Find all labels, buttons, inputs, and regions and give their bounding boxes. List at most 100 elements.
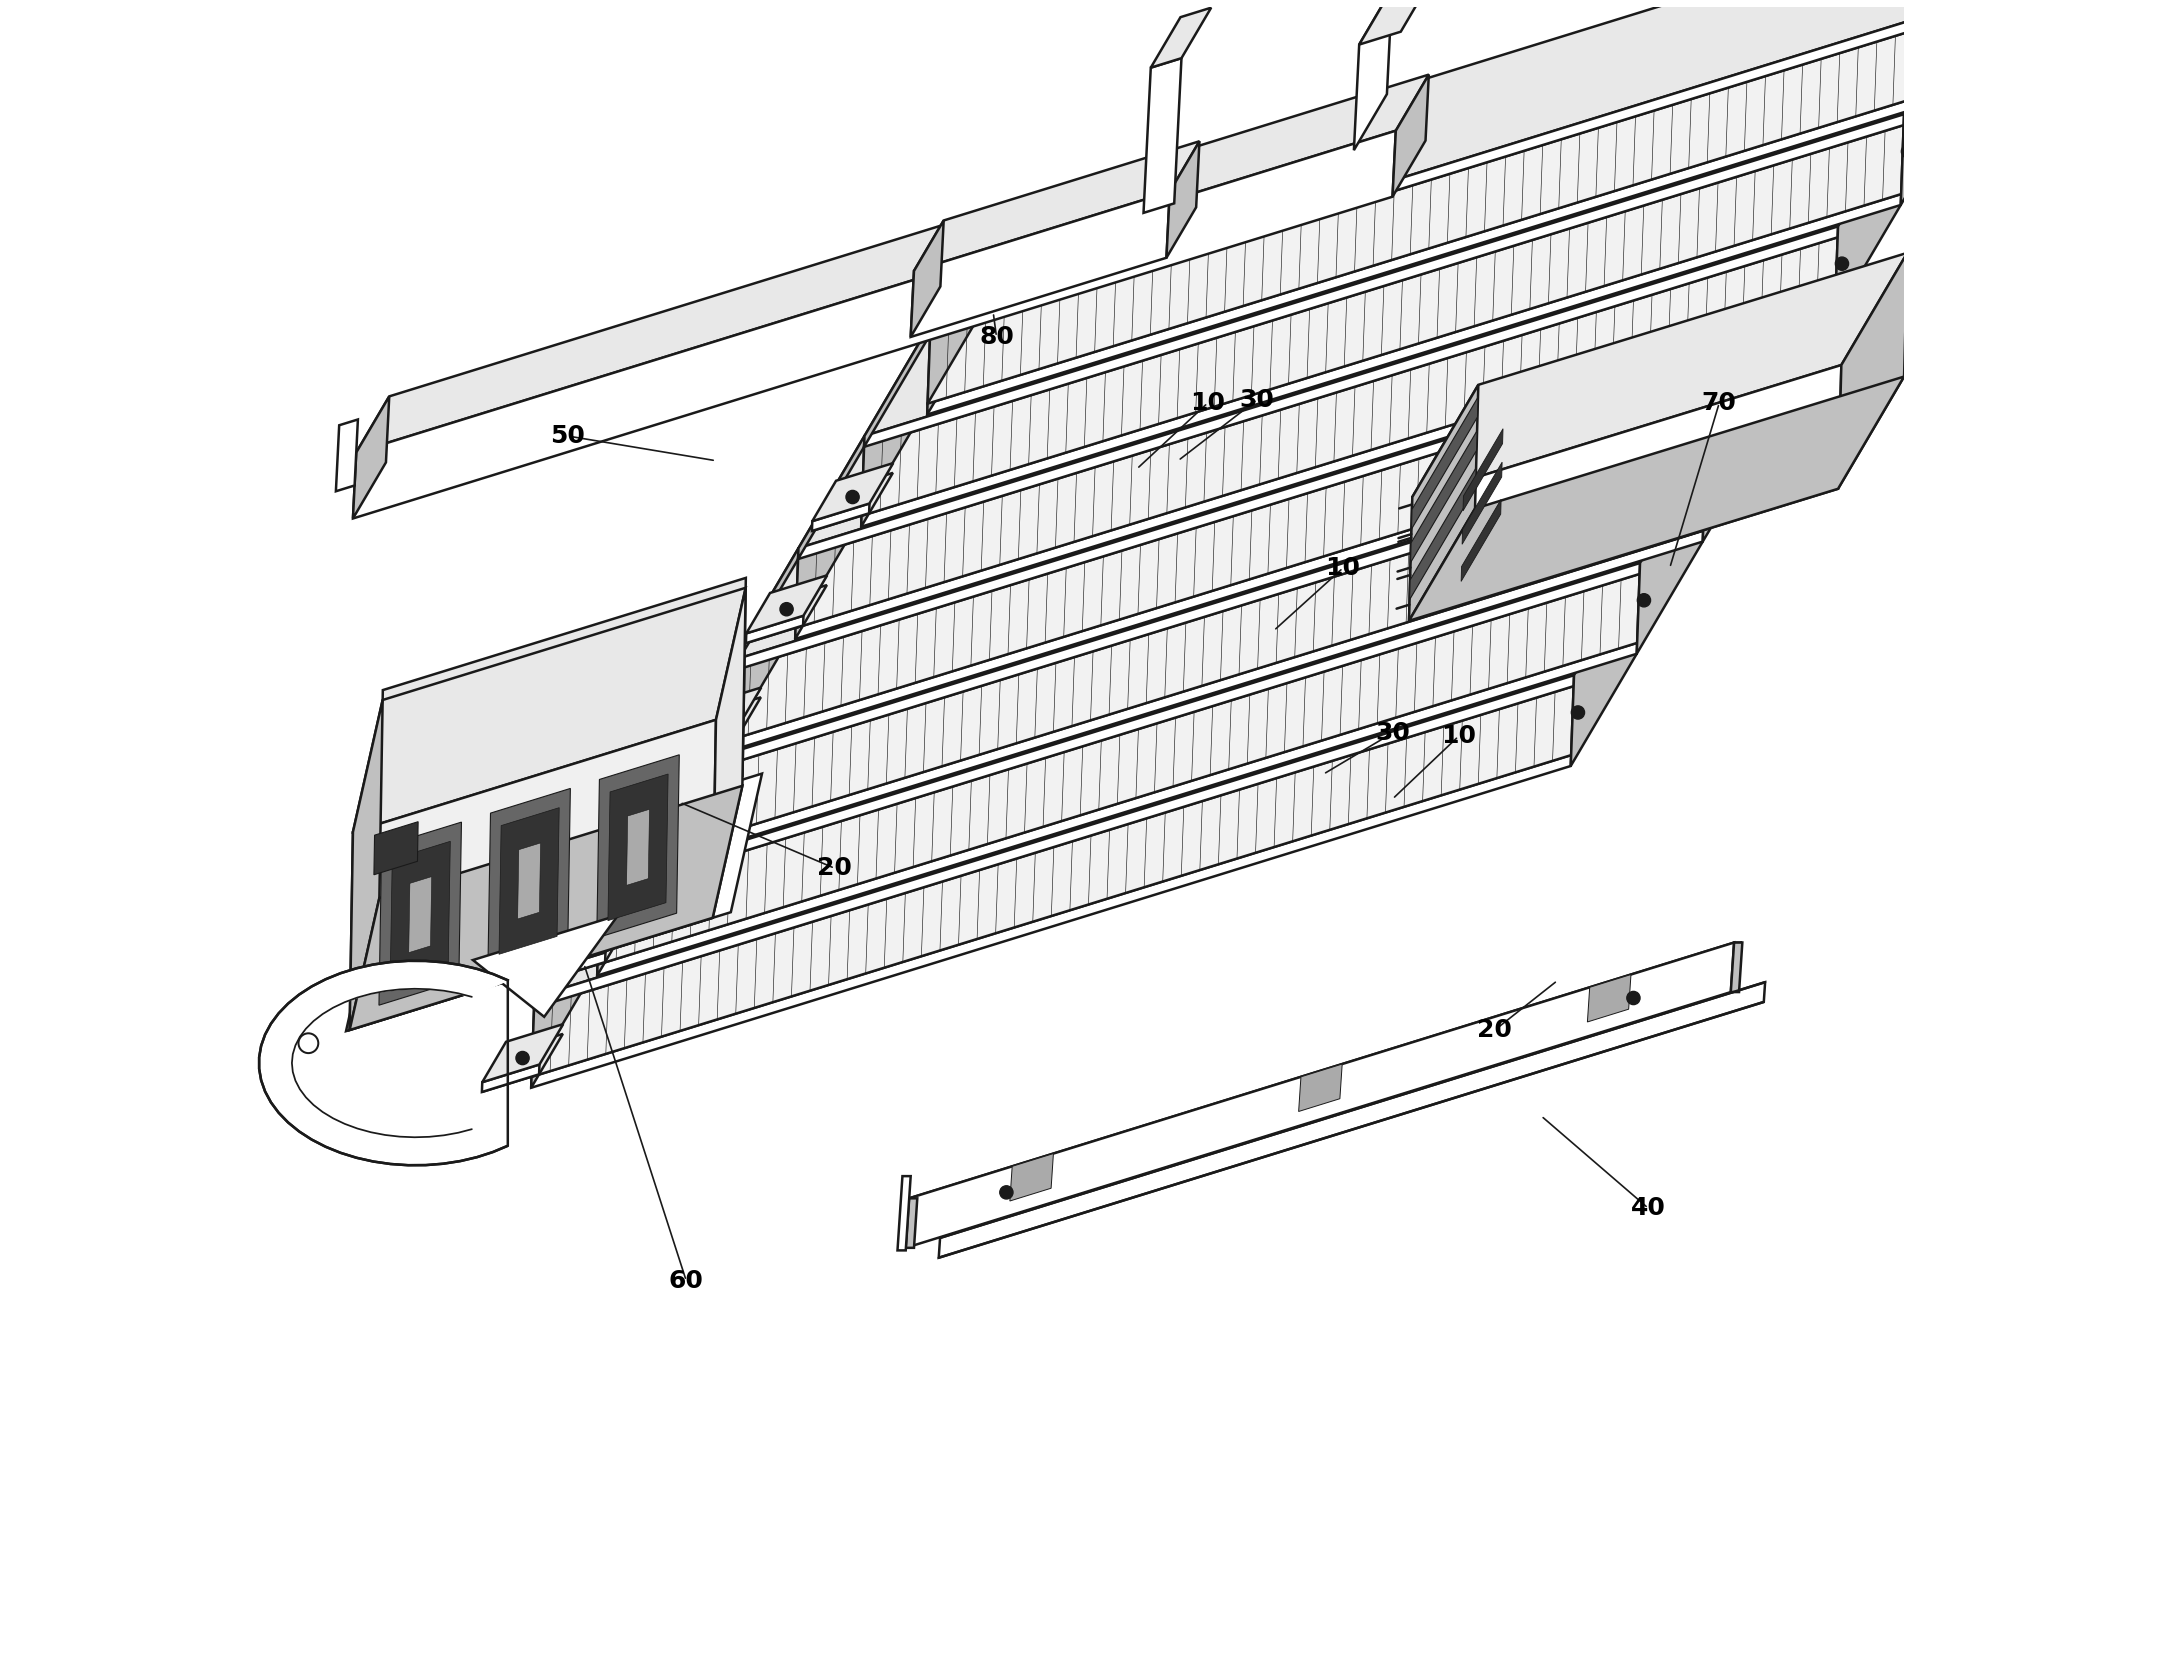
Polygon shape	[1409, 364, 1841, 621]
Polygon shape	[1461, 499, 1502, 581]
Circle shape	[1903, 65, 1918, 78]
Polygon shape	[1966, 0, 2035, 93]
Polygon shape	[598, 784, 667, 965]
Polygon shape	[663, 531, 1703, 864]
Polygon shape	[609, 774, 669, 920]
Polygon shape	[930, 2, 1970, 334]
Circle shape	[1571, 706, 1584, 719]
Polygon shape	[939, 982, 1765, 1258]
Polygon shape	[667, 451, 1707, 784]
Polygon shape	[598, 574, 1640, 965]
Circle shape	[1638, 594, 1651, 607]
Polygon shape	[598, 755, 680, 938]
Polygon shape	[1463, 463, 1502, 544]
Polygon shape	[498, 807, 559, 955]
Circle shape	[1834, 256, 1849, 270]
Polygon shape	[747, 616, 803, 644]
Polygon shape	[930, 0, 2035, 324]
Polygon shape	[1834, 115, 1903, 318]
Polygon shape	[863, 115, 1903, 448]
Text: 30: 30	[1375, 721, 1409, 745]
Polygon shape	[354, 587, 747, 832]
Polygon shape	[729, 306, 1834, 740]
Polygon shape	[906, 1198, 917, 1248]
Circle shape	[1707, 401, 1720, 414]
Circle shape	[1770, 369, 1783, 383]
Polygon shape	[613, 840, 671, 867]
Polygon shape	[600, 562, 1640, 895]
Circle shape	[846, 491, 859, 504]
Polygon shape	[531, 642, 1638, 1077]
Polygon shape	[1392, 75, 1429, 196]
Polygon shape	[598, 852, 663, 975]
Polygon shape	[863, 13, 1970, 448]
Polygon shape	[615, 800, 695, 857]
Polygon shape	[345, 774, 762, 1032]
Polygon shape	[1411, 253, 1908, 498]
Text: 50: 50	[550, 424, 585, 448]
Polygon shape	[906, 942, 1735, 1248]
Polygon shape	[1571, 562, 1640, 765]
Text: 10: 10	[1325, 556, 1360, 581]
Polygon shape	[796, 195, 1901, 627]
Polygon shape	[518, 844, 540, 919]
Polygon shape	[798, 125, 1903, 559]
Circle shape	[1968, 33, 1981, 47]
Text: 80: 80	[980, 324, 1014, 349]
Polygon shape	[811, 504, 870, 531]
Polygon shape	[930, 211, 997, 334]
Polygon shape	[531, 965, 598, 1088]
Circle shape	[1703, 481, 1716, 494]
Polygon shape	[626, 809, 650, 885]
Text: 30: 30	[1241, 388, 1275, 411]
Polygon shape	[861, 334, 930, 516]
Polygon shape	[1731, 942, 1742, 992]
Polygon shape	[488, 789, 570, 972]
Polygon shape	[732, 238, 1839, 671]
Polygon shape	[796, 238, 1839, 627]
Polygon shape	[930, 0, 2035, 334]
Polygon shape	[928, 0, 2033, 404]
Polygon shape	[1409, 376, 1903, 621]
Circle shape	[516, 1052, 529, 1065]
Circle shape	[1772, 290, 1785, 303]
Circle shape	[647, 827, 660, 840]
Polygon shape	[663, 740, 729, 864]
Polygon shape	[909, 942, 1742, 1198]
Polygon shape	[481, 1065, 540, 1092]
Polygon shape	[481, 1033, 563, 1092]
Circle shape	[714, 716, 727, 729]
Polygon shape	[1167, 141, 1200, 258]
Polygon shape	[865, 2, 1970, 436]
Polygon shape	[1360, 0, 1433, 45]
Polygon shape	[1299, 1063, 1342, 1112]
Polygon shape	[391, 842, 451, 988]
Polygon shape	[481, 1023, 563, 1082]
Polygon shape	[811, 473, 893, 531]
Polygon shape	[747, 576, 827, 634]
Polygon shape	[598, 642, 1638, 975]
Polygon shape	[861, 404, 928, 527]
Polygon shape	[928, 13, 1970, 404]
Circle shape	[999, 1186, 1012, 1200]
Polygon shape	[811, 463, 893, 521]
Polygon shape	[861, 125, 1903, 516]
Text: 10: 10	[1442, 724, 1476, 749]
Polygon shape	[1636, 451, 1707, 654]
Polygon shape	[729, 418, 1770, 750]
Polygon shape	[680, 727, 738, 755]
Polygon shape	[600, 451, 1707, 885]
Text: 20: 20	[1478, 1018, 1513, 1042]
Polygon shape	[928, 291, 993, 414]
Polygon shape	[259, 960, 507, 1165]
Polygon shape	[548, 922, 628, 980]
Polygon shape	[598, 531, 1703, 965]
Polygon shape	[535, 562, 1640, 997]
Polygon shape	[1144, 58, 1180, 213]
Polygon shape	[667, 338, 1772, 772]
Polygon shape	[531, 895, 600, 1077]
Polygon shape	[663, 461, 1705, 852]
Polygon shape	[1588, 975, 1631, 1022]
Polygon shape	[667, 349, 1772, 784]
Polygon shape	[1411, 398, 1478, 529]
